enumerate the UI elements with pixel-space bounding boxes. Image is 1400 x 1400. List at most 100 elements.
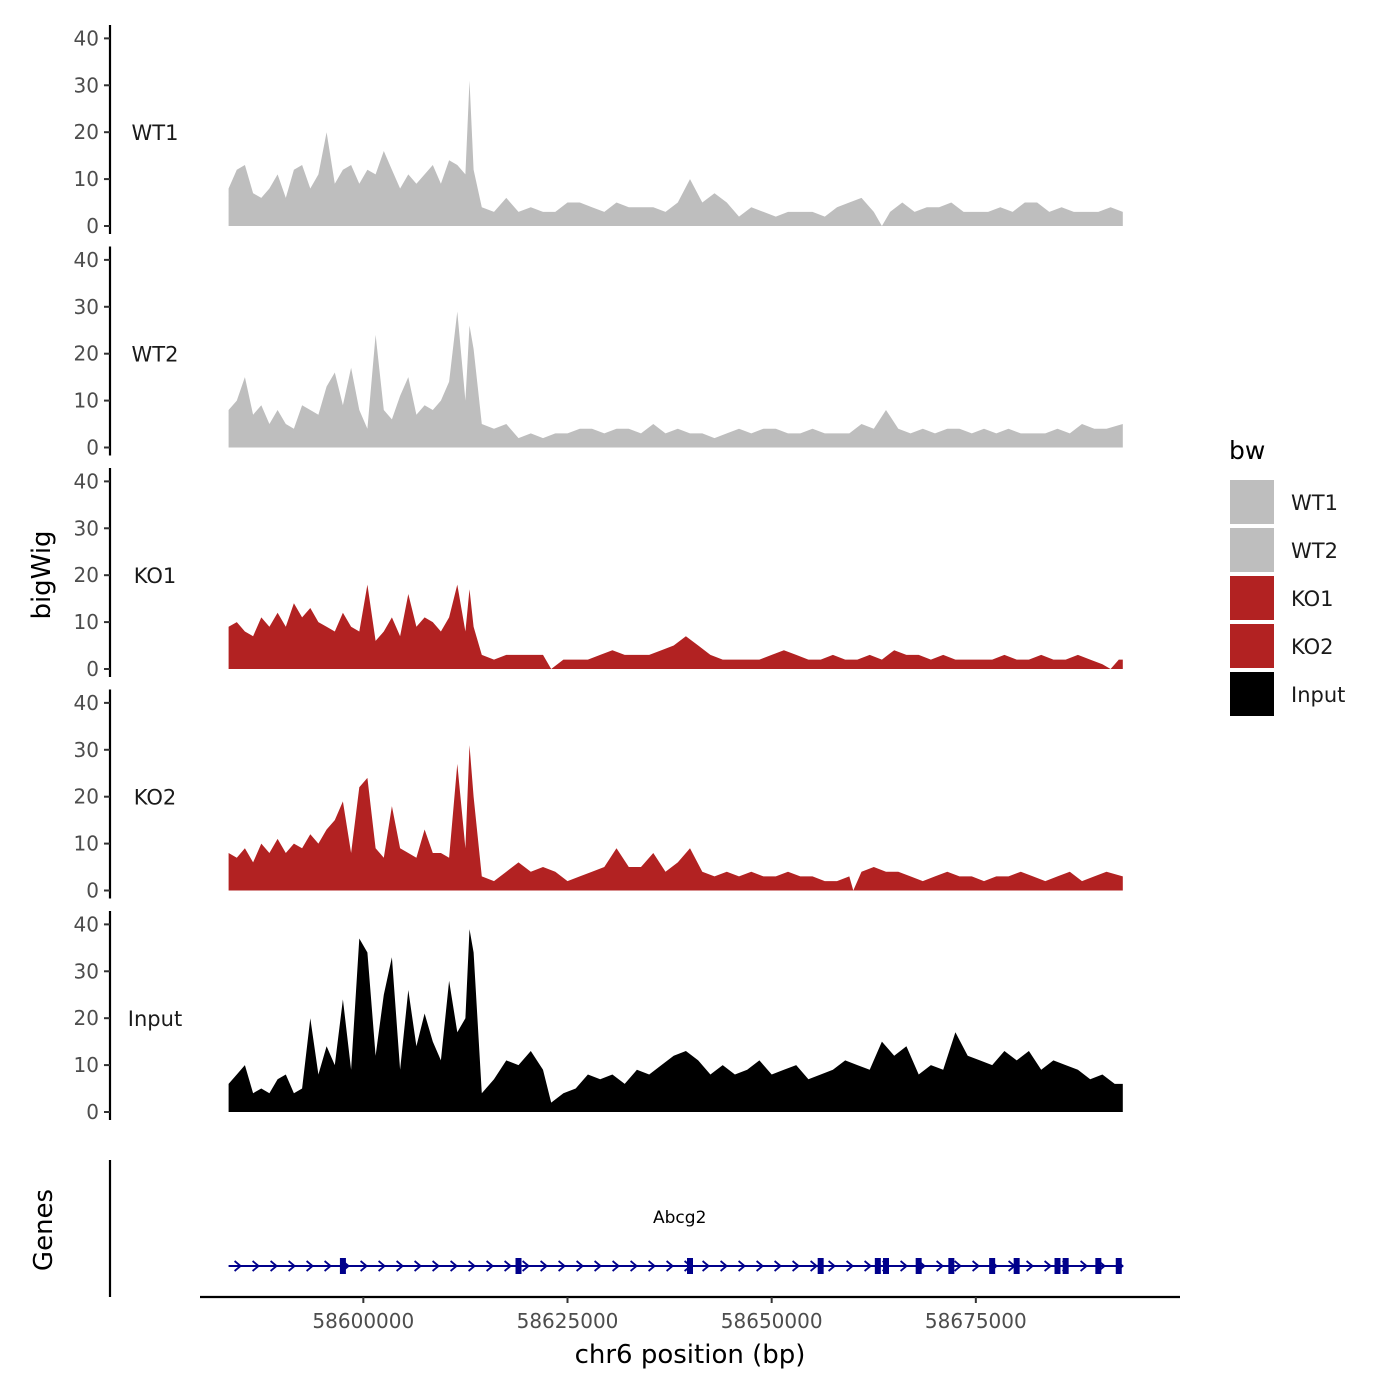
- y-tick-label: 30: [74, 959, 99, 983]
- legend-entry-label: Input: [1291, 683, 1345, 707]
- gene-exon: [1115, 1258, 1122, 1274]
- strand-arrow: [954, 1260, 962, 1272]
- strand-arrow: [756, 1260, 764, 1272]
- gene-exon: [948, 1258, 955, 1274]
- strand-arrow: [234, 1260, 242, 1272]
- gene-exon: [989, 1258, 996, 1274]
- strand-arrow: [864, 1260, 872, 1272]
- y-tick-label: 0: [86, 436, 99, 460]
- track-label: KO1: [134, 564, 177, 588]
- y-tick-label: 10: [74, 610, 99, 634]
- signal-area-ko1: [228, 584, 1123, 669]
- strand-arrow: [594, 1260, 602, 1272]
- y-tick-label: 30: [74, 73, 99, 97]
- x-tick-label: 58675000: [925, 1309, 1027, 1333]
- strand-arrow: [576, 1260, 584, 1272]
- gene-track: Abcg2: [108, 1160, 1124, 1297]
- strand-arrow: [468, 1260, 476, 1272]
- gene-exon: [883, 1258, 889, 1274]
- y-tick-label: 0: [86, 214, 99, 238]
- strand-arrow: [774, 1260, 782, 1272]
- y-tick-label: 10: [74, 1053, 99, 1077]
- strand-arrow: [522, 1260, 530, 1272]
- strand-arrow: [414, 1260, 422, 1272]
- strand-arrow: [1080, 1260, 1088, 1272]
- gene-name-label: Abcg2: [653, 1208, 706, 1228]
- strand-arrow: [900, 1260, 908, 1272]
- y-tick-label: 10: [74, 832, 99, 856]
- strand-arrow: [486, 1260, 494, 1272]
- x-tick-label: 58600000: [312, 1309, 414, 1333]
- strand-arrow: [792, 1260, 800, 1272]
- strand-arrow: [936, 1260, 944, 1272]
- strand-arrow: [1026, 1260, 1034, 1272]
- gene-exon: [1013, 1258, 1020, 1274]
- strand-arrow: [972, 1260, 980, 1272]
- gene-exon: [1095, 1258, 1102, 1274]
- strand-arrow: [810, 1260, 818, 1272]
- strand-arrow: [558, 1260, 566, 1272]
- strand-arrow: [1044, 1260, 1052, 1272]
- track-ko1: 0 10 20 30 40 KO1: [74, 468, 1123, 681]
- strand-arrow: [828, 1260, 836, 1272]
- track-wt2: 0 10 20 30 40 WT2: [74, 246, 1123, 460]
- gene-exon: [817, 1258, 824, 1274]
- gene-exon: [1062, 1258, 1069, 1274]
- signal-area-wt1: [228, 80, 1123, 226]
- strand-arrow: [288, 1260, 296, 1272]
- y-tick-label: 0: [86, 657, 99, 681]
- strand-arrow: [666, 1260, 674, 1272]
- signal-area-wt2: [228, 311, 1123, 448]
- legend-title: bw: [1229, 436, 1265, 465]
- y-tick-label: 40: [74, 26, 99, 50]
- y-tick-label: 10: [74, 167, 99, 191]
- strand-arrow: [324, 1260, 332, 1272]
- track-label: WT2: [132, 343, 179, 367]
- y-tick-label: 30: [74, 738, 99, 762]
- gene-exon: [687, 1258, 693, 1274]
- strand-arrow: [630, 1260, 638, 1272]
- y-tick-label: 20: [74, 120, 99, 144]
- track-wt1: 0 10 20 30 40 WT1: [74, 25, 1123, 238]
- gene-exon: [915, 1258, 922, 1274]
- gene-exon: [515, 1258, 522, 1274]
- strand-arrow: [648, 1260, 656, 1272]
- strand-arrow: [612, 1260, 620, 1272]
- strand-arrow: [378, 1260, 386, 1272]
- gene-exon: [339, 1258, 346, 1274]
- track-label: Input: [128, 1007, 182, 1031]
- strand-arrow: [450, 1260, 458, 1272]
- y-tick-label: 40: [74, 912, 99, 936]
- y-tick-label: 20: [74, 342, 99, 366]
- track-ko2: 0 10 20 30 40 KO2: [74, 689, 1123, 903]
- y-tick-label: 20: [74, 785, 99, 809]
- legend: bw WT1 WT2 KO1 KO2 Input: [1229, 436, 1345, 716]
- x-axis: 58600000 58625000 58650000 58675000: [200, 1295, 1180, 1333]
- legend-swatch: [1230, 528, 1274, 572]
- strand-arrow: [702, 1260, 710, 1272]
- track-label: KO2: [134, 786, 177, 810]
- strand-arrow: [252, 1260, 260, 1272]
- strand-arrow: [504, 1260, 512, 1272]
- x-tick-label: 58650000: [721, 1309, 823, 1333]
- y-axis-title: bigWig: [27, 530, 57, 619]
- legend-entry-label: KO2: [1291, 635, 1334, 659]
- gene-exon: [1054, 1258, 1061, 1274]
- y-tick-label: 20: [74, 563, 99, 587]
- strand-arrow: [738, 1260, 746, 1272]
- legend-swatch: [1230, 480, 1274, 524]
- strand-arrow: [360, 1260, 368, 1272]
- strand-arrow: [540, 1260, 548, 1272]
- gene-track-title: Genes: [29, 1189, 59, 1271]
- legend-entry-label: WT2: [1291, 539, 1338, 563]
- strand-arrow: [846, 1260, 854, 1272]
- y-tick-label: 20: [74, 1006, 99, 1030]
- x-tick-label: 58625000: [517, 1309, 619, 1333]
- signal-tracks: 0 10 20 30 40 WT1 0 10 20 30 40 WT2 0 10 20 30 40 KO1 0 10 2…: [74, 25, 1123, 1124]
- signal-area-input: [228, 929, 1123, 1112]
- strand-arrow: [432, 1260, 440, 1272]
- legend-entry-label: WT1: [1291, 491, 1338, 515]
- strand-arrow: [270, 1260, 278, 1272]
- signal-area-ko2: [228, 745, 1123, 891]
